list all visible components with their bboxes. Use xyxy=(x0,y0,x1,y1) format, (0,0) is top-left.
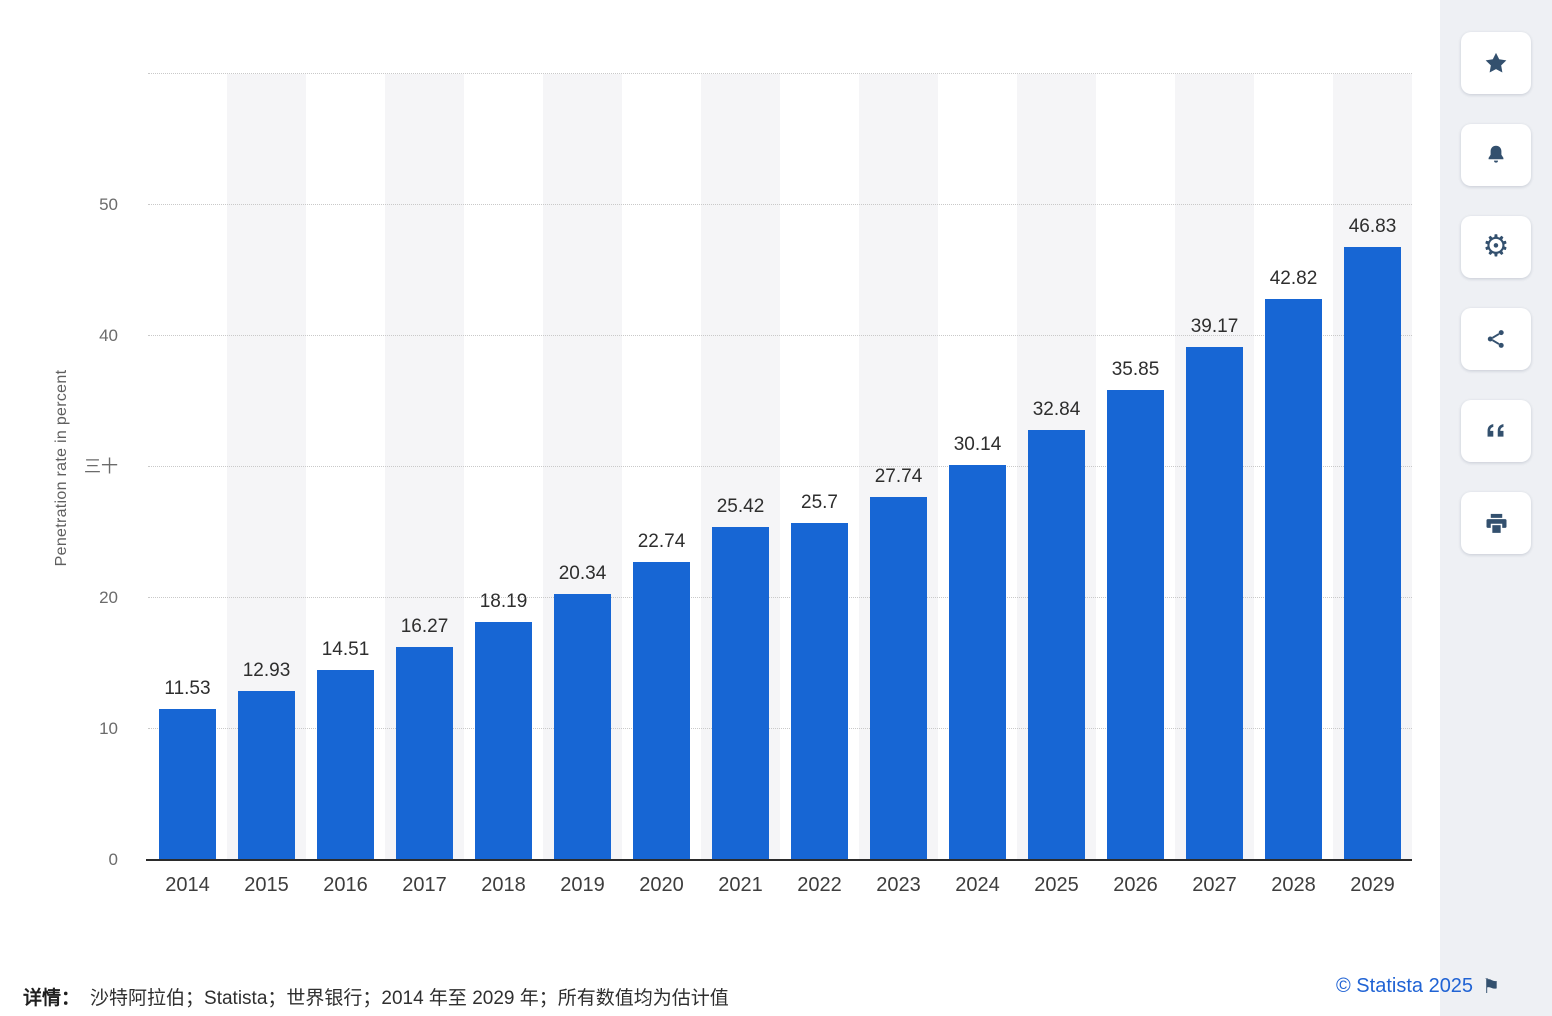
bar-value-label: 30.14 xyxy=(953,434,1002,456)
x-tick-label: 2017 xyxy=(402,874,447,896)
bar-value-label: 32.84 xyxy=(1032,398,1081,420)
x-tick-label: 2020 xyxy=(639,874,684,896)
favorite-button[interactable] xyxy=(1461,32,1531,94)
y-tick-label: 50 xyxy=(99,195,118,214)
quote-icon xyxy=(1483,418,1509,444)
y-axis: 0 10 20 三十 40 50 xyxy=(0,74,148,869)
bar-value-label: 18.19 xyxy=(479,590,528,612)
x-tick-label: 2023 xyxy=(876,874,921,896)
bar-2017[interactable] xyxy=(396,646,453,860)
x-tick-label: 2015 xyxy=(244,874,289,896)
bar-2014[interactable] xyxy=(159,708,216,860)
x-tick-label: 2014 xyxy=(165,874,210,896)
bell-icon xyxy=(1484,143,1508,167)
y-tick-label: 三十 xyxy=(84,457,118,476)
x-tick-label: 2028 xyxy=(1271,874,1316,896)
bar-value-label: 27.74 xyxy=(874,465,923,487)
x-tick-label: 2029 xyxy=(1350,874,1395,896)
bar-value-label: 16.27 xyxy=(400,615,449,637)
source-details: 详情： 沙特阿拉伯；Statista；世界银行；2014 年至 2029 年；所有… xyxy=(23,983,729,1010)
bar-value-label: 42.82 xyxy=(1269,268,1318,290)
copyright-link[interactable]: © Statista 2025 xyxy=(1336,975,1474,997)
action-toolbar: ⚙ xyxy=(1440,0,1552,1016)
y-tick-label: 40 xyxy=(99,326,118,345)
bar-2021[interactable] xyxy=(712,527,769,860)
bar-value-label: 46.83 xyxy=(1348,215,1397,237)
bar-value-label: 39.17 xyxy=(1190,315,1239,337)
x-tick-label: 2018 xyxy=(481,874,526,896)
x-axis-line xyxy=(146,859,1412,861)
printer-icon xyxy=(1484,511,1509,536)
settings-button[interactable]: ⚙ xyxy=(1461,216,1531,278)
x-tick-label: 2026 xyxy=(1113,874,1158,896)
bar-value-label: 12.93 xyxy=(242,659,291,681)
share-button[interactable] xyxy=(1461,308,1531,370)
plot-area: 11.53 12.93 14.51 16.27 18.19 20.34 22.74 25.42… xyxy=(146,73,1412,861)
bar-2022[interactable] xyxy=(791,523,848,860)
gear-icon: ⚙ xyxy=(1482,230,1510,263)
bar-2028[interactable] xyxy=(1265,299,1322,860)
bar-2026[interactable] xyxy=(1107,390,1164,860)
flag-icon: ⚑ xyxy=(1482,975,1500,998)
bar-2018[interactable] xyxy=(475,621,532,860)
x-tick-label: 2022 xyxy=(797,874,842,896)
bar-value-label: 22.74 xyxy=(637,531,686,553)
y-tick-label: 20 xyxy=(99,588,118,607)
x-tick-label: 2021 xyxy=(718,874,763,896)
gridline xyxy=(148,466,1412,467)
details-text: 沙特阿拉伯；Statista；世界银行；2014 年至 2029 年；所有数值均… xyxy=(90,988,729,1009)
bar-value-label: 35.85 xyxy=(1111,359,1160,381)
x-tick-label: 2027 xyxy=(1192,874,1237,896)
bar-2023[interactable] xyxy=(870,496,927,860)
bar-2027[interactable] xyxy=(1186,346,1243,860)
bar-value-label: 11.53 xyxy=(164,677,211,699)
print-button[interactable] xyxy=(1461,492,1531,554)
notifications-button[interactable] xyxy=(1461,124,1531,186)
bar-value-label: 25.7 xyxy=(801,492,838,514)
bar-2019[interactable] xyxy=(554,593,611,860)
star-icon xyxy=(1483,50,1509,76)
gridline xyxy=(148,728,1412,729)
y-tick-label: 10 xyxy=(99,719,118,738)
y-tick-label: 0 xyxy=(108,850,118,869)
bar-2016[interactable] xyxy=(317,669,374,860)
gridline xyxy=(148,597,1412,598)
gridline xyxy=(148,335,1412,336)
bar-2015[interactable] xyxy=(238,690,295,860)
x-tick-label: 2025 xyxy=(1034,874,1079,896)
cite-button[interactable] xyxy=(1461,400,1531,462)
x-tick-label: 2016 xyxy=(323,874,368,896)
gridline xyxy=(148,204,1412,205)
bar-value-label: 14.51 xyxy=(321,638,370,660)
bar-2025[interactable] xyxy=(1028,429,1085,860)
statista-copyright[interactable]: © Statista 2025 ⚑ xyxy=(1336,975,1500,998)
bar-2020[interactable] xyxy=(633,562,690,860)
share-icon xyxy=(1484,327,1508,351)
bar-2029[interactable] xyxy=(1344,246,1401,860)
x-tick-label: 2019 xyxy=(560,874,605,896)
bar-value-label: 25.42 xyxy=(716,496,765,517)
x-axis: 2014 2015 2016 2017 2018 2019 2020 2021 2022 2023… xyxy=(148,874,1412,906)
bar-2024[interactable] xyxy=(949,465,1006,860)
gridline xyxy=(148,73,1412,74)
x-tick-label: 2024 xyxy=(955,874,1000,896)
details-label: 详情： xyxy=(23,988,81,1009)
bar-value-label: 20.34 xyxy=(558,562,607,584)
